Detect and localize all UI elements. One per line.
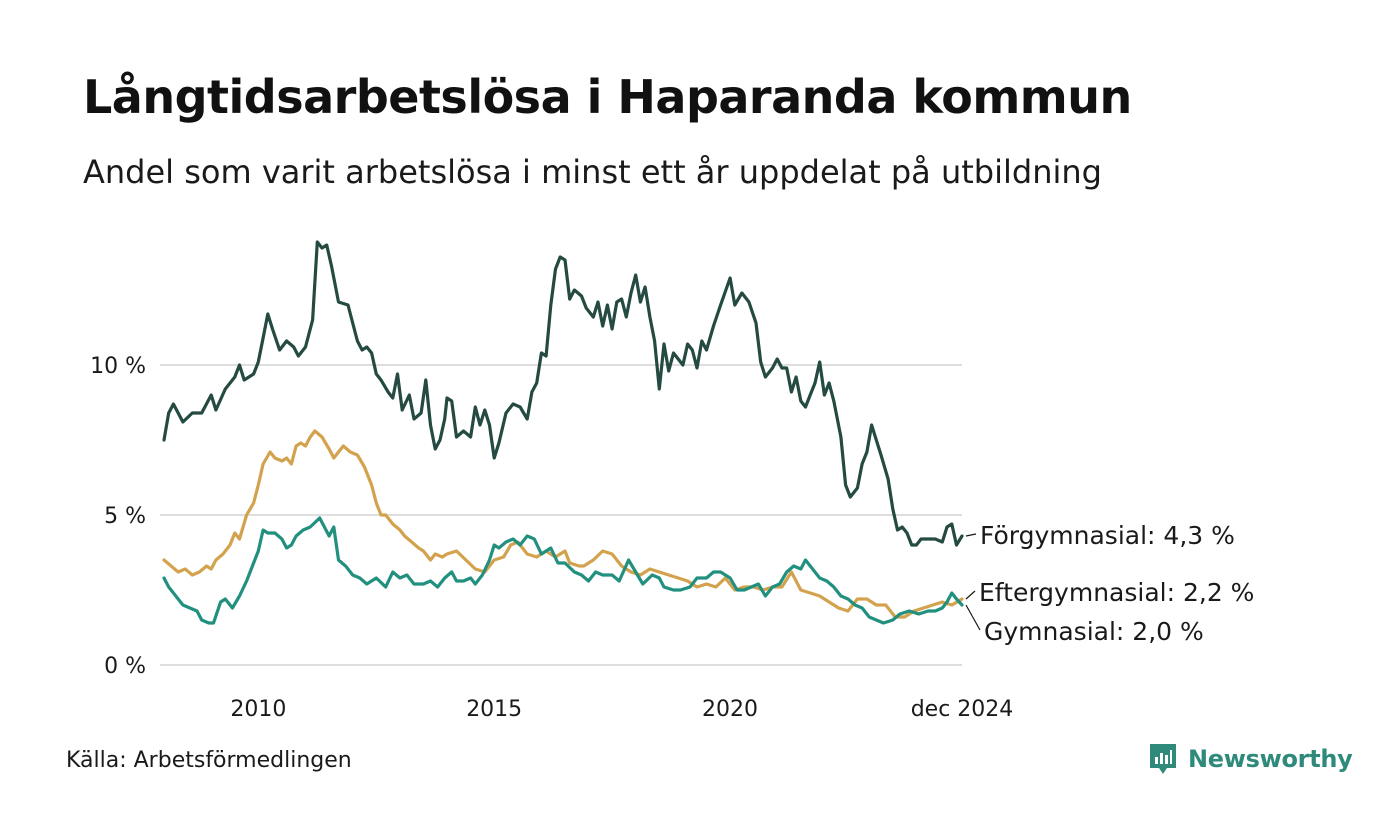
line-chart: 0 % 5 % 10 % 2010 2015 2020 dec 2024 Förgymna…	[90, 240, 1254, 722]
label-leader-line	[965, 590, 976, 600]
series-labels: Förgymnasial: 4,3 % Eftergymnasial: 2,2 %…	[965, 521, 1254, 646]
newsworthy-logo-icon	[1150, 744, 1176, 774]
label-leader-line	[965, 533, 977, 537]
brand-name: Newsworthy	[1188, 745, 1353, 773]
x-tick-label: dec 2024	[911, 697, 1014, 722]
y-tick-label: 5 %	[104, 504, 146, 529]
y-axis-ticks: 0 % 5 % 10 %	[90, 354, 146, 679]
series-line-gymnasial	[162, 516, 964, 625]
series-label-gymnasial: Gymnasial: 2,0 %	[984, 617, 1204, 646]
brand-logo: Newsworthy	[1148, 742, 1353, 776]
series-label-förgymnasial: Förgymnasial: 4,3 %	[980, 521, 1235, 550]
gridlines	[160, 364, 962, 666]
series-lines	[162, 240, 964, 625]
x-axis-ticks: 2010 2015 2020 dec 2024	[230, 697, 1013, 722]
label-leader-line	[965, 604, 981, 631]
x-tick-label: 2015	[466, 697, 522, 722]
y-tick-label: 10 %	[90, 354, 146, 379]
series-line-förgymnasial	[162, 240, 964, 547]
x-tick-label: 2010	[230, 697, 286, 722]
source-note: Källa: Arbetsförmedlingen	[66, 748, 352, 773]
chart-subtitle: Andel som varit arbetslösa i minst ett å…	[83, 153, 1102, 191]
chart-title: Långtidsarbetslösa i Haparanda kommun	[83, 70, 1132, 124]
y-tick-label: 0 %	[104, 654, 146, 679]
series-label-eftergymnasial: Eftergymnasial: 2,2 %	[979, 578, 1254, 607]
x-tick-label: 2020	[702, 697, 758, 722]
